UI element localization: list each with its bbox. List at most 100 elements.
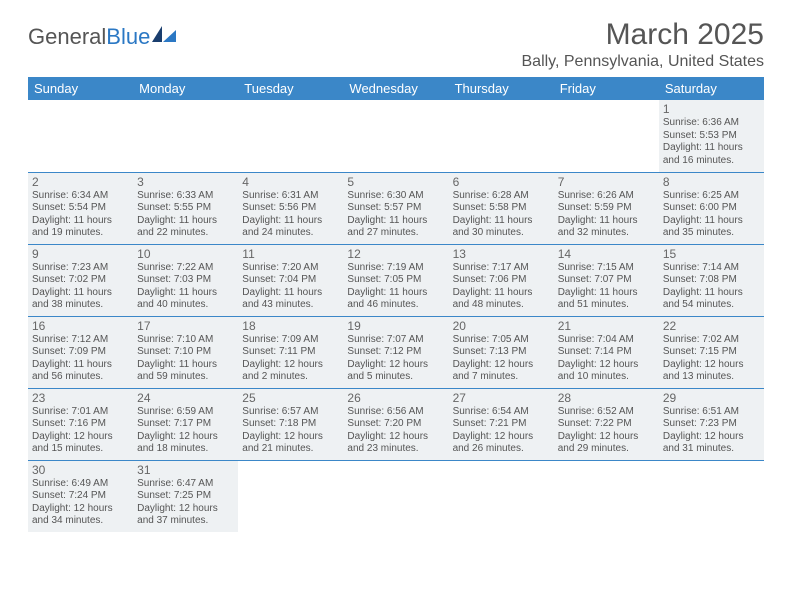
daylight-line2: and 29 minutes. bbox=[558, 443, 655, 456]
day-number: 19 bbox=[347, 319, 444, 333]
daylight-line2: and 2 minutes. bbox=[242, 371, 339, 384]
day-details: Sunrise: 6:51 AMSunset: 7:23 PMDaylight:… bbox=[663, 406, 760, 456]
sunset-line: Sunset: 7:08 PM bbox=[663, 274, 760, 287]
day-details: Sunrise: 7:23 AMSunset: 7:02 PMDaylight:… bbox=[32, 262, 129, 312]
sunset-line: Sunset: 7:18 PM bbox=[242, 418, 339, 431]
sunset-line: Sunset: 7:17 PM bbox=[137, 418, 234, 431]
calendar-cell: 23Sunrise: 7:01 AMSunset: 7:16 PMDayligh… bbox=[28, 388, 133, 460]
daylight-line2: and 18 minutes. bbox=[137, 443, 234, 456]
calendar-cell: 1Sunrise: 6:36 AMSunset: 5:53 PMDaylight… bbox=[659, 100, 764, 172]
sunrise-line: Sunrise: 6:30 AM bbox=[347, 190, 444, 203]
day-number: 31 bbox=[137, 463, 234, 477]
sunrise-line: Sunrise: 7:14 AM bbox=[663, 262, 760, 275]
calendar-cell: 16Sunrise: 7:12 AMSunset: 7:09 PMDayligh… bbox=[28, 316, 133, 388]
sunrise-line: Sunrise: 6:25 AM bbox=[663, 190, 760, 203]
day-details: Sunrise: 6:26 AMSunset: 5:59 PMDaylight:… bbox=[558, 190, 655, 240]
calendar-cell: 20Sunrise: 7:05 AMSunset: 7:13 PMDayligh… bbox=[449, 316, 554, 388]
day-details: Sunrise: 7:10 AMSunset: 7:10 PMDaylight:… bbox=[137, 334, 234, 384]
daylight-line1: Daylight: 12 hours bbox=[663, 431, 760, 444]
sunset-line: Sunset: 7:07 PM bbox=[558, 274, 655, 287]
day-details: Sunrise: 6:28 AMSunset: 5:58 PMDaylight:… bbox=[453, 190, 550, 240]
calendar-cell bbox=[449, 460, 554, 532]
sunset-line: Sunset: 5:57 PM bbox=[347, 202, 444, 215]
day-details: Sunrise: 7:22 AMSunset: 7:03 PMDaylight:… bbox=[137, 262, 234, 312]
day-details: Sunrise: 7:09 AMSunset: 7:11 PMDaylight:… bbox=[242, 334, 339, 384]
daylight-line2: and 59 minutes. bbox=[137, 371, 234, 384]
daylight-line2: and 35 minutes. bbox=[663, 227, 760, 240]
sunset-line: Sunset: 7:10 PM bbox=[137, 346, 234, 359]
daylight-line2: and 26 minutes. bbox=[453, 443, 550, 456]
daylight-line1: Daylight: 11 hours bbox=[347, 215, 444, 228]
calendar-cell bbox=[238, 100, 343, 172]
month-title: March 2025 bbox=[522, 18, 765, 51]
sunrise-line: Sunrise: 7:10 AM bbox=[137, 334, 234, 347]
daylight-line1: Daylight: 12 hours bbox=[453, 359, 550, 372]
daylight-line1: Daylight: 12 hours bbox=[663, 359, 760, 372]
day-header-row: SundayMondayTuesdayWednesdayThursdayFrid… bbox=[28, 77, 764, 100]
day-details: Sunrise: 7:05 AMSunset: 7:13 PMDaylight:… bbox=[453, 334, 550, 384]
daylight-line1: Daylight: 11 hours bbox=[453, 287, 550, 300]
sunset-line: Sunset: 5:54 PM bbox=[32, 202, 129, 215]
sunset-line: Sunset: 7:23 PM bbox=[663, 418, 760, 431]
sunrise-line: Sunrise: 6:51 AM bbox=[663, 406, 760, 419]
day-header: Monday bbox=[133, 77, 238, 100]
sunset-line: Sunset: 7:22 PM bbox=[558, 418, 655, 431]
sunset-line: Sunset: 5:56 PM bbox=[242, 202, 339, 215]
day-number: 22 bbox=[663, 319, 760, 333]
day-number: 10 bbox=[137, 247, 234, 261]
sunset-line: Sunset: 7:03 PM bbox=[137, 274, 234, 287]
sunset-line: Sunset: 5:55 PM bbox=[137, 202, 234, 215]
day-number: 2 bbox=[32, 175, 129, 189]
day-number: 9 bbox=[32, 247, 129, 261]
sunrise-line: Sunrise: 6:57 AM bbox=[242, 406, 339, 419]
day-details: Sunrise: 6:57 AMSunset: 7:18 PMDaylight:… bbox=[242, 406, 339, 456]
daylight-line2: and 7 minutes. bbox=[453, 371, 550, 384]
daylight-line2: and 48 minutes. bbox=[453, 299, 550, 312]
sunrise-line: Sunrise: 6:52 AM bbox=[558, 406, 655, 419]
day-details: Sunrise: 7:01 AMSunset: 7:16 PMDaylight:… bbox=[32, 406, 129, 456]
daylight-line2: and 30 minutes. bbox=[453, 227, 550, 240]
logo-part1: General bbox=[28, 24, 106, 50]
day-number: 11 bbox=[242, 247, 339, 261]
sunrise-line: Sunrise: 7:01 AM bbox=[32, 406, 129, 419]
calendar-cell bbox=[133, 100, 238, 172]
daylight-line1: Daylight: 12 hours bbox=[137, 431, 234, 444]
sunrise-line: Sunrise: 6:54 AM bbox=[453, 406, 550, 419]
calendar-cell: 7Sunrise: 6:26 AMSunset: 5:59 PMDaylight… bbox=[554, 172, 659, 244]
day-number: 5 bbox=[347, 175, 444, 189]
day-details: Sunrise: 6:59 AMSunset: 7:17 PMDaylight:… bbox=[137, 406, 234, 456]
daylight-line2: and 10 minutes. bbox=[558, 371, 655, 384]
sunset-line: Sunset: 7:25 PM bbox=[137, 490, 234, 503]
daylight-line2: and 19 minutes. bbox=[32, 227, 129, 240]
calendar-cell: 28Sunrise: 6:52 AMSunset: 7:22 PMDayligh… bbox=[554, 388, 659, 460]
day-number: 28 bbox=[558, 391, 655, 405]
day-number: 25 bbox=[242, 391, 339, 405]
calendar-head: SundayMondayTuesdayWednesdayThursdayFrid… bbox=[28, 77, 764, 100]
daylight-line1: Daylight: 11 hours bbox=[137, 215, 234, 228]
calendar-cell: 4Sunrise: 6:31 AMSunset: 5:56 PMDaylight… bbox=[238, 172, 343, 244]
day-number: 30 bbox=[32, 463, 129, 477]
day-number: 1 bbox=[663, 102, 760, 116]
calendar-cell: 6Sunrise: 6:28 AMSunset: 5:58 PMDaylight… bbox=[449, 172, 554, 244]
sunrise-line: Sunrise: 7:17 AM bbox=[453, 262, 550, 275]
calendar-cell: 24Sunrise: 6:59 AMSunset: 7:17 PMDayligh… bbox=[133, 388, 238, 460]
day-header: Wednesday bbox=[343, 77, 448, 100]
daylight-line1: Daylight: 11 hours bbox=[663, 215, 760, 228]
calendar-cell: 31Sunrise: 6:47 AMSunset: 7:25 PMDayligh… bbox=[133, 460, 238, 532]
calendar-cell: 17Sunrise: 7:10 AMSunset: 7:10 PMDayligh… bbox=[133, 316, 238, 388]
calendar-cell: 26Sunrise: 6:56 AMSunset: 7:20 PMDayligh… bbox=[343, 388, 448, 460]
calendar-cell: 10Sunrise: 7:22 AMSunset: 7:03 PMDayligh… bbox=[133, 244, 238, 316]
location: Bally, Pennsylvania, United States bbox=[522, 53, 765, 71]
daylight-line2: and 22 minutes. bbox=[137, 227, 234, 240]
day-details: Sunrise: 7:12 AMSunset: 7:09 PMDaylight:… bbox=[32, 334, 129, 384]
sunrise-line: Sunrise: 6:34 AM bbox=[32, 190, 129, 203]
calendar-cell: 2Sunrise: 6:34 AMSunset: 5:54 PMDaylight… bbox=[28, 172, 133, 244]
day-header: Saturday bbox=[659, 77, 764, 100]
sunrise-line: Sunrise: 7:22 AM bbox=[137, 262, 234, 275]
day-details: Sunrise: 7:17 AMSunset: 7:06 PMDaylight:… bbox=[453, 262, 550, 312]
sunset-line: Sunset: 7:20 PM bbox=[347, 418, 444, 431]
sunrise-line: Sunrise: 7:05 AM bbox=[453, 334, 550, 347]
calendar-cell: 18Sunrise: 7:09 AMSunset: 7:11 PMDayligh… bbox=[238, 316, 343, 388]
day-number: 18 bbox=[242, 319, 339, 333]
daylight-line2: and 15 minutes. bbox=[32, 443, 129, 456]
